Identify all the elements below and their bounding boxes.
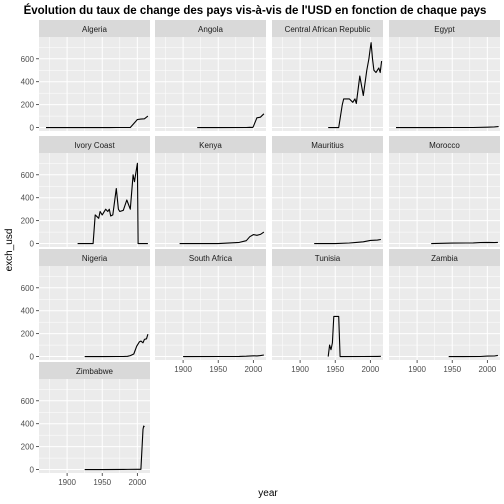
panel-background xyxy=(389,266,500,360)
series-line-mauritius xyxy=(314,238,381,245)
facet-label: Kenya xyxy=(199,141,222,150)
x-tick-label: 2000 xyxy=(478,365,496,374)
x-tick-label: 1900 xyxy=(174,365,192,374)
series-line-zambia xyxy=(448,354,498,358)
facet-strip xyxy=(39,362,150,379)
series-line-central-african-republic xyxy=(328,42,383,129)
facet-label: Algeria xyxy=(82,25,107,34)
x-tick-label: 1950 xyxy=(93,478,111,487)
facet-strip xyxy=(272,20,383,37)
facet-label: South Africa xyxy=(189,254,233,263)
panel-background xyxy=(272,37,383,131)
y-tick-label: 400 xyxy=(21,307,35,316)
facet-strip xyxy=(155,249,266,266)
series-line-tunisia xyxy=(327,315,381,358)
panel-background xyxy=(389,37,500,131)
y-tick-label: 0 xyxy=(30,466,35,475)
y-tick-label: 400 xyxy=(21,194,35,203)
facet-south-africa: South Africa xyxy=(155,249,266,360)
facet-strip xyxy=(389,136,500,153)
axes: 0 200 400 600 0 200 400 600 0 200 400 600 1900 1950 20… xyxy=(21,55,497,487)
facet-strip xyxy=(389,20,500,37)
y-tick-label: 600 xyxy=(21,284,35,293)
x-tick-label: 1900 xyxy=(291,365,309,374)
x-tick-label: 1950 xyxy=(443,365,461,374)
panel-background xyxy=(389,153,500,247)
x-tick-label: 1900 xyxy=(58,478,76,487)
x-tick-label: 2000 xyxy=(244,365,262,374)
facet-angola: Angola xyxy=(155,20,266,131)
series-line-ivory-coast xyxy=(77,162,148,245)
panel-background xyxy=(272,266,383,360)
facet-label: Tunisia xyxy=(315,254,341,263)
facet-strip xyxy=(272,249,383,266)
facet-panels: Algeria Angola Central African Republic Egy… xyxy=(39,20,500,473)
panel-background xyxy=(272,153,383,247)
panel-background xyxy=(155,37,266,131)
facet-strip xyxy=(39,20,150,37)
series-line-angola xyxy=(197,113,265,129)
facet-strip xyxy=(39,136,150,153)
facet-label: Central African Republic xyxy=(285,25,371,34)
facet-mauritius: Mauritius xyxy=(272,136,383,247)
y-tick-label: 0 xyxy=(30,124,35,133)
series-line-south-africa xyxy=(183,354,264,358)
facet-central-african-republic: Central African Republic xyxy=(272,20,383,131)
y-axis-title: exch_usd xyxy=(4,229,15,272)
panel-background xyxy=(39,379,150,473)
panel-background xyxy=(39,37,150,131)
facet-egypt: Egypt xyxy=(389,20,500,131)
y-tick-label: 0 xyxy=(30,353,35,362)
y-tick-label: 200 xyxy=(21,330,35,339)
series-line-nigeria xyxy=(84,334,149,358)
facet-strip xyxy=(389,249,500,266)
chart-title: Évolution du taux de change des pays vis… xyxy=(24,4,487,17)
series-line-egypt xyxy=(396,126,499,129)
series-line-zimbabwe xyxy=(84,425,145,471)
facet-zimbabwe: Zimbabwe xyxy=(39,362,150,473)
facet-label: Egypt xyxy=(434,25,455,34)
y-tick-label: 600 xyxy=(21,55,35,64)
facet-strip xyxy=(155,20,266,37)
facet-tunisia: Tunisia xyxy=(272,249,383,360)
panel-background xyxy=(39,153,150,247)
y-tick-label: 400 xyxy=(21,78,35,87)
series-line-algeria xyxy=(46,115,149,129)
panel-background xyxy=(155,153,266,247)
facet-label: Zambia xyxy=(431,254,458,263)
facet-kenya: Kenya xyxy=(155,136,266,247)
y-tick-label: 0 xyxy=(30,240,35,249)
facet-morocco: Morocco xyxy=(389,136,500,247)
facet-strip xyxy=(155,136,266,153)
facet-strip xyxy=(272,136,383,153)
facet-label: Morocco xyxy=(429,141,460,150)
series-line-kenya xyxy=(179,231,265,245)
y-tick-label: 200 xyxy=(21,101,35,110)
x-tick-label: 1900 xyxy=(408,365,426,374)
x-tick-label: 2000 xyxy=(128,478,146,487)
facet-ivory-coast: Ivory Coast xyxy=(39,136,150,247)
facet-zambia: Zambia xyxy=(389,249,500,360)
panel-background xyxy=(155,266,266,360)
facet-label: Ivory Coast xyxy=(74,141,115,150)
x-axis-title: year xyxy=(258,488,278,499)
facet-algeria: Algeria xyxy=(39,20,150,131)
y-tick-label: 600 xyxy=(21,171,35,180)
facet-nigeria: Nigeria xyxy=(39,249,150,360)
facet-label: Mauritius xyxy=(311,141,343,150)
y-tick-label: 400 xyxy=(21,420,35,429)
facet-strip xyxy=(39,249,150,266)
series-line-morocco xyxy=(431,241,498,245)
y-tick-label: 200 xyxy=(21,217,35,226)
facet-label: Nigeria xyxy=(82,254,108,263)
x-tick-label: 2000 xyxy=(361,365,379,374)
y-tick-label: 200 xyxy=(21,443,35,452)
facet-label: Zimbabwe xyxy=(76,367,113,376)
x-tick-label: 1950 xyxy=(209,365,227,374)
y-tick-label: 600 xyxy=(21,397,35,406)
facet-label: Angola xyxy=(198,25,223,34)
panel-background xyxy=(39,266,150,360)
x-tick-label: 1950 xyxy=(326,365,344,374)
